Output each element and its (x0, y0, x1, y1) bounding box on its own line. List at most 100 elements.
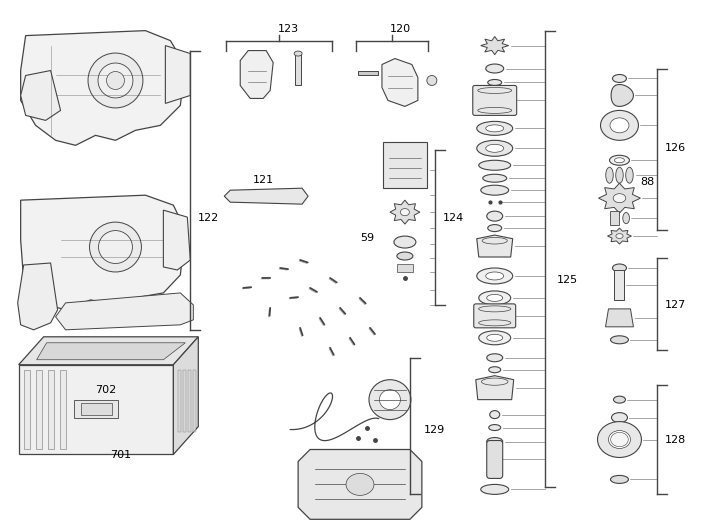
Polygon shape (48, 370, 53, 449)
Ellipse shape (476, 121, 513, 135)
Ellipse shape (479, 291, 510, 305)
Text: 127: 127 (665, 300, 686, 310)
Ellipse shape (379, 390, 400, 410)
Polygon shape (390, 200, 420, 224)
Ellipse shape (481, 378, 508, 385)
Ellipse shape (626, 167, 633, 183)
Polygon shape (298, 449, 422, 519)
Polygon shape (599, 183, 640, 213)
Polygon shape (18, 337, 198, 365)
Text: 123: 123 (278, 24, 300, 33)
Ellipse shape (481, 484, 508, 494)
FancyBboxPatch shape (487, 440, 503, 479)
Polygon shape (606, 309, 633, 327)
Ellipse shape (427, 75, 437, 85)
Ellipse shape (613, 194, 626, 202)
Polygon shape (358, 71, 378, 75)
Ellipse shape (616, 234, 623, 238)
Ellipse shape (488, 425, 501, 430)
Ellipse shape (476, 140, 513, 156)
Ellipse shape (613, 396, 626, 403)
Polygon shape (37, 343, 185, 360)
Ellipse shape (488, 367, 501, 373)
Ellipse shape (614, 158, 625, 163)
Polygon shape (21, 195, 185, 310)
Ellipse shape (487, 294, 503, 301)
Polygon shape (382, 59, 418, 106)
Text: 701: 701 (111, 450, 131, 460)
Polygon shape (614, 270, 625, 300)
Ellipse shape (294, 51, 302, 56)
Polygon shape (397, 264, 413, 272)
Ellipse shape (397, 252, 413, 260)
Ellipse shape (598, 422, 641, 458)
Ellipse shape (601, 110, 638, 140)
Polygon shape (188, 370, 191, 431)
Ellipse shape (478, 107, 512, 113)
Ellipse shape (346, 473, 374, 495)
Polygon shape (193, 370, 196, 431)
Ellipse shape (616, 167, 623, 183)
Polygon shape (55, 293, 193, 330)
Polygon shape (18, 365, 173, 454)
Text: 122: 122 (198, 213, 219, 223)
Text: 126: 126 (665, 143, 686, 153)
Ellipse shape (488, 79, 502, 85)
Ellipse shape (487, 211, 503, 221)
Text: 59: 59 (360, 233, 374, 243)
Ellipse shape (488, 224, 502, 232)
Ellipse shape (611, 413, 628, 423)
Ellipse shape (611, 336, 628, 344)
Text: 120: 120 (390, 24, 411, 33)
Ellipse shape (623, 212, 630, 224)
Ellipse shape (613, 264, 626, 272)
Polygon shape (609, 211, 620, 225)
Polygon shape (608, 228, 631, 244)
Ellipse shape (88, 53, 143, 108)
Polygon shape (18, 263, 58, 330)
Bar (74, 400, 119, 417)
Text: 121: 121 (253, 175, 274, 185)
Ellipse shape (479, 331, 510, 345)
Polygon shape (383, 142, 427, 188)
Ellipse shape (490, 411, 500, 418)
Polygon shape (240, 51, 273, 98)
Polygon shape (36, 370, 42, 449)
Polygon shape (611, 85, 633, 106)
Bar (80, 403, 112, 415)
Ellipse shape (487, 334, 503, 342)
Ellipse shape (369, 380, 411, 419)
FancyBboxPatch shape (473, 85, 517, 116)
Polygon shape (178, 370, 181, 431)
Ellipse shape (486, 272, 503, 280)
Ellipse shape (394, 236, 416, 248)
Polygon shape (481, 37, 508, 54)
Ellipse shape (99, 231, 133, 264)
Ellipse shape (613, 74, 626, 83)
Ellipse shape (608, 430, 630, 449)
Polygon shape (21, 71, 60, 120)
Ellipse shape (487, 354, 503, 362)
Ellipse shape (479, 160, 510, 170)
Ellipse shape (98, 63, 133, 98)
Text: 128: 128 (665, 435, 686, 445)
Polygon shape (163, 210, 190, 270)
Ellipse shape (482, 237, 508, 244)
Polygon shape (23, 370, 30, 449)
Ellipse shape (611, 433, 628, 447)
Text: 702: 702 (96, 384, 116, 395)
Text: 125: 125 (557, 275, 578, 285)
Polygon shape (183, 370, 186, 431)
Ellipse shape (609, 155, 630, 165)
Ellipse shape (486, 64, 503, 73)
Ellipse shape (481, 185, 508, 195)
Ellipse shape (106, 72, 124, 89)
Text: 129: 129 (424, 425, 445, 435)
Ellipse shape (606, 167, 613, 183)
Ellipse shape (610, 118, 629, 133)
Ellipse shape (479, 306, 510, 312)
Polygon shape (165, 46, 190, 104)
Ellipse shape (89, 222, 141, 272)
Ellipse shape (400, 209, 410, 215)
Ellipse shape (478, 87, 512, 94)
